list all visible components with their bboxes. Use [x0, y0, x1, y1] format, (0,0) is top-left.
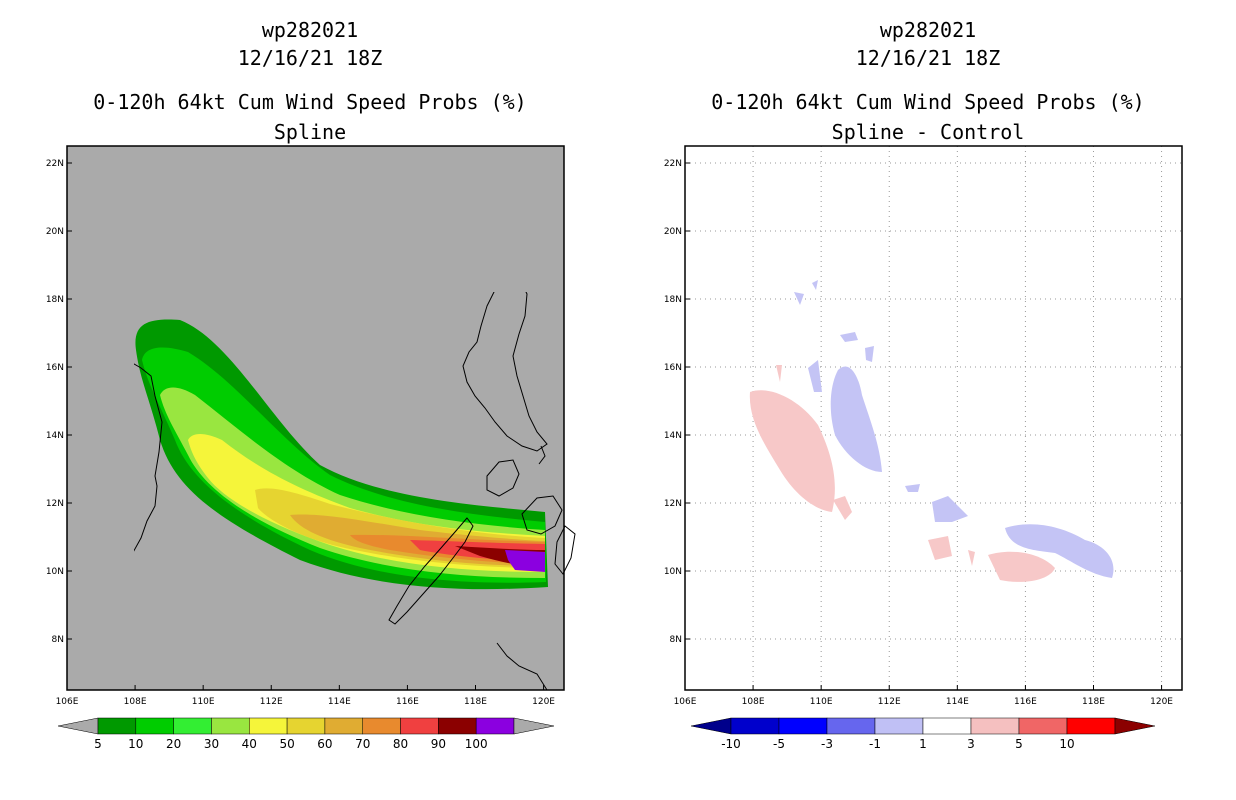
left-colorbar-swatch	[324, 717, 363, 735]
left-xtick-label: 112E	[260, 697, 283, 707]
right-xtick-label: 118E	[1082, 697, 1105, 707]
left-colorbar-swatch	[286, 717, 326, 735]
right-colorbar-swatch	[826, 717, 876, 735]
right-xtick-label: 106E	[674, 697, 697, 707]
right-colorbar: -10 -5 -3 -1 1 3 5 10	[690, 717, 1156, 751]
right-xtick-label: 114E	[946, 697, 969, 707]
right-ytick-label: 10N	[664, 567, 682, 577]
right-colorbar-label: 3	[967, 737, 975, 751]
right-ytick-label: 8N	[670, 635, 682, 645]
left-xtick-label: 114E	[328, 697, 351, 707]
left-ytick-label: 12N	[46, 499, 64, 509]
left-colorbar-label: 80	[393, 737, 408, 751]
left-xtick-label: 116E	[396, 697, 419, 707]
right-ytick-label: 16N	[664, 363, 682, 373]
right-xtick-label: 116E	[1014, 697, 1037, 707]
right-colorbar-label: -3	[821, 737, 833, 751]
left-colorbar-swatch	[97, 717, 137, 735]
left-colorbar-swatch	[400, 717, 439, 735]
left-xtick-label: 118E	[464, 697, 487, 707]
right-colorbar-swatch	[730, 717, 780, 735]
right-colorbar-label: -1	[869, 737, 881, 751]
right-colorbar-label: -5	[773, 737, 785, 751]
left-colorbar-label: 30	[204, 737, 219, 751]
left-colorbar-swatch	[362, 717, 401, 735]
right-product-title: 0-120h 64kt Cum Wind Speed Probs (%)	[711, 90, 1145, 114]
left-map-panel: 106E 108E 110E 112E 114E 116E 118E 120E 8N 10N 12N…	[46, 145, 576, 751]
right-colorbar-label: 10	[1059, 737, 1074, 751]
left-colorbar-label: 40	[242, 737, 257, 751]
right-storm-id: wp282021	[879, 18, 977, 42]
left-subtitle: Spline	[273, 120, 347, 144]
left-ytick-label: 8N	[52, 635, 64, 645]
left-ytick-label: 22N	[46, 159, 64, 169]
right-gridlines	[685, 146, 1182, 690]
left-colorbar-label: 10	[128, 737, 143, 751]
right-colorbar-swatch	[1018, 717, 1068, 735]
right-subtitle: Spline - Control	[831, 120, 1025, 144]
left-colorbar-label: 70	[355, 737, 370, 751]
left-colorbar-label: 20	[166, 737, 181, 751]
left-datetime: 12/16/21 18Z	[237, 46, 383, 70]
right-xtick-label: 110E	[810, 697, 833, 707]
right-axes: 106E 108E 110E 112E 114E 116E 118E 120E 8N 10N 12N…	[664, 159, 1174, 707]
right-colorbar-swatch	[1066, 717, 1116, 735]
left-colorbar-over	[513, 717, 555, 735]
left-colorbar-swatch	[475, 717, 515, 735]
left-xtick-label: 110E	[192, 697, 215, 707]
right-datetime: 12/16/21 18Z	[855, 46, 1001, 70]
left-colorbar-label: 60	[317, 737, 332, 751]
right-xtick-label: 112E	[878, 697, 901, 707]
right-colorbar-label: 5	[1015, 737, 1023, 751]
right-ytick-label: 22N	[664, 159, 682, 169]
right-colorbar-label: 1	[919, 737, 927, 751]
right-ytick-label: 18N	[664, 295, 682, 305]
right-xtick-label: 120E	[1150, 697, 1173, 707]
left-axes: 106E 108E 110E 112E 114E 116E 118E 120E 8N 10N 12N…	[46, 159, 556, 707]
left-colorbar-label: 5	[94, 737, 102, 751]
left-ytick-label: 18N	[46, 295, 64, 305]
left-colorbar-swatch	[249, 717, 288, 735]
right-ytick-label: 20N	[664, 227, 682, 237]
right-colorbar-swatch	[874, 717, 924, 735]
left-colorbar-swatch	[438, 717, 477, 735]
left-colorbar-swatch	[173, 717, 212, 735]
left-ytick-label: 10N	[46, 567, 64, 577]
right-colorbar-swatch	[922, 717, 972, 735]
left-probability-swath	[135, 319, 549, 590]
left-xtick-label: 106E	[56, 697, 79, 707]
right-colorbar-label: -10	[721, 737, 741, 751]
left-map-background	[67, 146, 564, 690]
left-colorbar: 5 10 20 30 40 50 60 70 80 90 100	[57, 717, 555, 751]
right-ytick-label: 12N	[664, 499, 682, 509]
left-colorbar-label: 50	[279, 737, 294, 751]
left-colorbar-swatch	[211, 717, 250, 735]
left-ytick-label: 16N	[46, 363, 64, 373]
left-ytick-label: 14N	[46, 431, 64, 441]
left-colorbar-label: 90	[431, 737, 446, 751]
left-colorbar-under	[57, 717, 99, 735]
right-difference-field	[749, 280, 1114, 582]
left-ytick-label: 20N	[46, 227, 64, 237]
left-storm-id: wp282021	[261, 18, 359, 42]
left-colorbar-swatch	[135, 717, 174, 735]
right-colorbar-swatch	[778, 717, 828, 735]
right-ytick-label: 14N	[664, 431, 682, 441]
right-colorbar-swatch	[970, 717, 1020, 735]
left-product-title: 0-120h 64kt Cum Wind Speed Probs (%)	[93, 90, 527, 114]
left-xtick-label: 108E	[124, 697, 147, 707]
right-colorbar-under	[690, 717, 732, 735]
left-colorbar-label: 100	[465, 737, 488, 751]
right-xtick-label: 108E	[742, 697, 765, 707]
left-xtick-label: 120E	[532, 697, 555, 707]
right-map-frame	[684, 145, 1183, 691]
left-map-frame	[66, 145, 565, 691]
right-map-panel: 106E 108E 110E 112E 114E 116E 118E 120E 8N 10N 12N…	[664, 145, 1183, 751]
right-colorbar-over	[1114, 717, 1156, 735]
